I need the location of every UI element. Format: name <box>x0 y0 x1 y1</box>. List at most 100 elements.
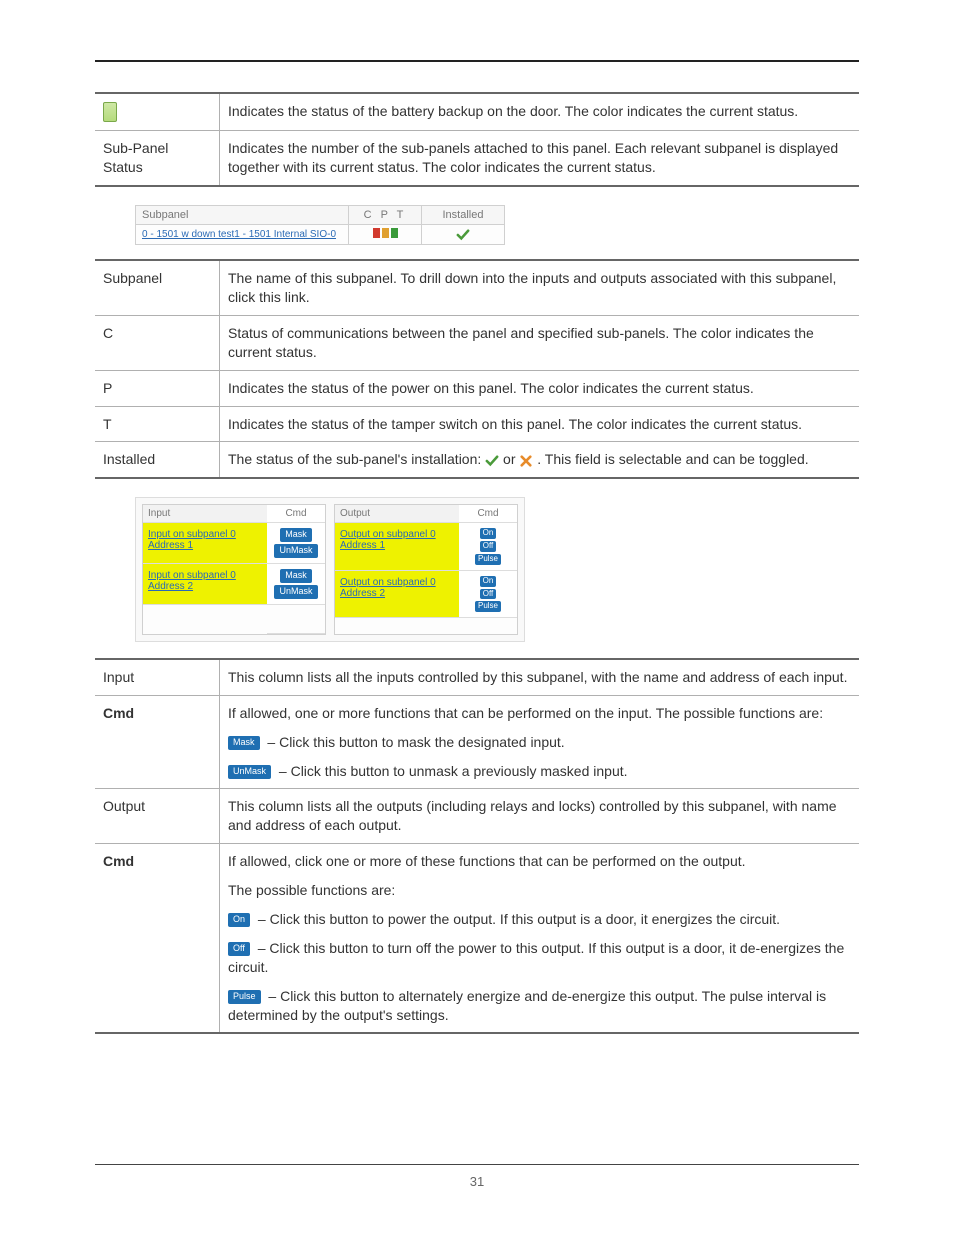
def-input: This column lists all the inputs control… <box>220 659 860 695</box>
pulse-button[interactable]: Pulse <box>475 554 501 565</box>
status-p-dot <box>382 228 389 238</box>
table-row: Installed The status of the sub-panel's … <box>95 442 859 478</box>
def-p: Indicates the status of the power on thi… <box>220 370 860 406</box>
table-row: Cmd If allowed, click one or more of the… <box>95 844 859 1034</box>
col-subpanel: Subpanel <box>136 206 349 225</box>
label-c: C <box>95 315 220 370</box>
label-installed: Installed <box>95 442 220 478</box>
input-cmd-cell: Mask UnMask <box>267 564 325 605</box>
table-row: Input on subpanel 0 Address 1 Mask UnMas… <box>143 523 325 564</box>
table-header-row: Subpanel C P T Installed <box>136 206 505 225</box>
on-text: – Click this button to power the output.… <box>258 911 780 927</box>
table-row: P Indicates the status of the power on t… <box>95 370 859 406</box>
label-input: Input <box>95 659 220 695</box>
mask-button[interactable]: Mask <box>228 736 260 750</box>
output-link[interactable]: Output on subpanel 0 Address 2 <box>335 570 459 617</box>
def-cmd-output: If allowed, click one or more of these f… <box>220 844 860 1034</box>
page-number: 31 <box>0 1174 954 1189</box>
output-cmd-cell: On Off Pulse <box>459 570 517 617</box>
bottom-rule <box>95 1164 859 1165</box>
subpanel-status-def: Indicates the number of the sub-panels a… <box>220 131 860 186</box>
table-header-row: Input Cmd <box>143 505 325 523</box>
desc-table-3: Input This column lists all the inputs c… <box>95 658 859 1035</box>
page-container: Indicates the status of the battery back… <box>0 0 954 1235</box>
table-row: Sub-Panel Status Indicates the number of… <box>95 131 859 186</box>
status-c-dot <box>373 228 380 238</box>
off-button[interactable]: Off <box>480 589 497 600</box>
input-header: Input <box>143 505 267 523</box>
on-button[interactable]: On <box>480 576 497 587</box>
pulse-text: – Click this button to alternately energ… <box>228 988 826 1023</box>
output-link[interactable]: Output on subpanel 0 Address 1 <box>335 523 459 570</box>
input-cmd-cell: Mask UnMask <box>267 523 325 564</box>
battery-icon <box>103 102 117 122</box>
output-header: Output <box>335 505 459 523</box>
io-panel: Input Cmd Input on subpanel 0 Address 1 … <box>135 497 525 642</box>
pulse-button[interactable]: Pulse <box>475 601 501 612</box>
table-row: Output on subpanel 0 Address 2 On Off Pu… <box>335 570 517 617</box>
table-row: Input on subpanel 0 Address 2 Mask UnMas… <box>143 564 325 605</box>
col-cpt: C P T <box>349 206 422 225</box>
spacer-row <box>143 604 325 633</box>
label-cmd-output: Cmd <box>95 844 220 1034</box>
input-link[interactable]: Input on subpanel 0 Address 2 <box>143 564 267 605</box>
cmd-lead2: The possible functions are: <box>228 881 851 900</box>
mask-button[interactable]: Mask <box>280 528 312 542</box>
label-output: Output <box>95 789 220 844</box>
off-button[interactable]: Off <box>228 942 250 956</box>
pulse-button[interactable]: Pulse <box>228 990 261 1004</box>
installed-cell[interactable] <box>422 225 505 245</box>
installed-mid: or <box>503 451 519 467</box>
installed-post: . This field is selectable and can be to… <box>537 451 808 467</box>
def-subpanel: The name of this subpanel. To drill down… <box>220 260 860 315</box>
input-link[interactable]: Input on subpanel 0 Address 1 <box>143 523 267 564</box>
off-text: – Click this button to turn off the powe… <box>228 940 844 975</box>
table-row: T Indicates the status of the tamper swi… <box>95 406 859 442</box>
def-c: Status of communications between the pan… <box>220 315 860 370</box>
on-button[interactable]: On <box>480 528 497 539</box>
battery-status-def: Indicates the status of the battery back… <box>220 93 860 131</box>
table-row: Subpanel The name of this subpanel. To d… <box>95 260 859 315</box>
table-row: C Status of communications between the p… <box>95 315 859 370</box>
desc-table-1: Indicates the status of the battery back… <box>95 92 859 187</box>
mask-button[interactable]: Mask <box>280 569 312 583</box>
unmask-button[interactable]: UnMask <box>274 544 317 558</box>
off-button[interactable]: Off <box>480 541 497 552</box>
cmd-header: Cmd <box>459 505 517 523</box>
subpanel-link[interactable]: 0 - 1501 w down test1 - 1501 Internal SI… <box>136 225 349 245</box>
top-rule <box>95 60 859 62</box>
mask-text: – Click this button to mask the designat… <box>267 734 564 750</box>
status-t-dot <box>391 228 398 238</box>
cpt-dots <box>349 225 422 245</box>
table-row: Input This column lists all the inputs c… <box>95 659 859 695</box>
output-cmd-cell: On Off Pulse <box>459 523 517 570</box>
unmask-button[interactable]: UnMask <box>274 585 317 599</box>
check-icon <box>456 229 470 241</box>
installed-pre: The status of the sub-panel's installati… <box>228 451 485 467</box>
label-cmd-input: Cmd <box>95 695 220 789</box>
col-installed: Installed <box>422 206 505 225</box>
unmask-text: – Click this button to unmask a previous… <box>279 763 628 779</box>
on-button[interactable]: On <box>228 913 250 927</box>
label-p: P <box>95 370 220 406</box>
unmask-button[interactable]: UnMask <box>228 765 271 779</box>
input-column: Input Cmd Input on subpanel 0 Address 1 … <box>142 504 326 635</box>
check-icon <box>485 455 499 467</box>
label-subpanel: Subpanel <box>95 260 220 315</box>
cmd-lead: If allowed, one or more functions that c… <box>228 704 851 723</box>
cmd-lead: If allowed, click one or more of these f… <box>228 852 851 871</box>
def-t: Indicates the status of the tamper switc… <box>220 406 860 442</box>
def-cmd-input: If allowed, one or more functions that c… <box>220 695 860 789</box>
cmd-header: Cmd <box>267 505 325 523</box>
table-row: Cmd If allowed, one or more functions th… <box>95 695 859 789</box>
table-header-row: Output Cmd <box>335 505 517 523</box>
desc-table-2: Subpanel The name of this subpanel. To d… <box>95 259 859 479</box>
table-row: 0 - 1501 w down test1 - 1501 Internal SI… <box>136 225 505 245</box>
table-row: Output This column lists all the outputs… <box>95 789 859 844</box>
x-icon <box>519 455 533 467</box>
label-t: T <box>95 406 220 442</box>
def-output: This column lists all the outputs (inclu… <box>220 789 860 844</box>
table-row: Indicates the status of the battery back… <box>95 93 859 131</box>
subpanel-status-table: Subpanel C P T Installed 0 - 1501 w down… <box>135 205 505 245</box>
subpanel-status-label: Sub-Panel Status <box>95 131 220 186</box>
